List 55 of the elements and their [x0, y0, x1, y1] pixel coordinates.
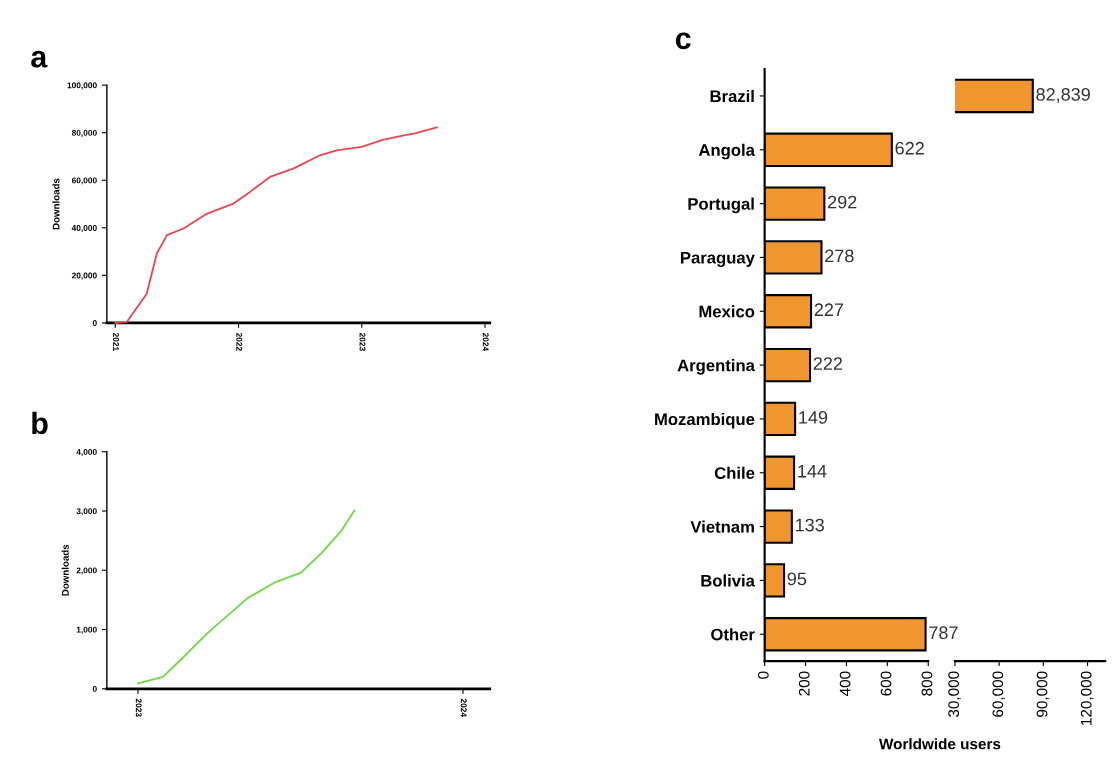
- y-tick-label: 2,000: [76, 567, 97, 575]
- x-axis-title: Worldwide users: [878, 738, 1001, 750]
- data-label: 149: [799, 410, 828, 424]
- y-tick-label: 4,000: [76, 448, 97, 457]
- x-tick-label: 400: [839, 671, 851, 697]
- y-tick-label: 0: [92, 320, 97, 327]
- y-tick-label: Angola: [698, 143, 756, 160]
- data-label: 787: [929, 626, 958, 640]
- y-tick-label: Brazil: [710, 89, 754, 103]
- chart-title: b: [32, 411, 48, 435]
- y-tick-label: 80,000: [71, 129, 97, 137]
- data-label: 144: [798, 465, 827, 478]
- y-axis-title: Downloads: [52, 178, 60, 230]
- y-tick-label: Mexico: [699, 305, 755, 318]
- data-label: 133: [795, 518, 824, 532]
- x-tick-label: 2023: [135, 698, 142, 717]
- y-tick-label: 100,000: [67, 82, 97, 90]
- y-tick-label: 3,000: [76, 508, 97, 516]
- x-tick-label: 2024: [460, 698, 467, 717]
- data-label: 292: [828, 195, 857, 209]
- x-tick-label: 2022: [236, 332, 243, 351]
- data-label: 222: [813, 357, 843, 370]
- y-tick-label: Argentina: [677, 359, 756, 375]
- y-tick-label: Bolivia: [701, 574, 756, 587]
- x-tick-label: 600: [880, 671, 892, 696]
- y-tick-label: Other: [711, 628, 755, 641]
- x-tick-label: 2024: [482, 332, 489, 352]
- y-tick-label: Paraguay: [680, 251, 755, 267]
- chart-title: c: [675, 32, 691, 50]
- x-tick-label: 60,000: [992, 671, 1006, 717]
- x-tick-label: 2021: [113, 332, 119, 351]
- chart-title: a: [31, 50, 48, 68]
- y-tick-label: 60,000: [71, 177, 97, 185]
- data-label: 82,839: [1036, 88, 1090, 103]
- data-label: 227: [814, 303, 844, 316]
- y-tick-label: Chile: [714, 466, 755, 479]
- x-tick-label: 0: [757, 671, 769, 679]
- y-tick-label: 1,000: [76, 626, 97, 634]
- x-tick-label: 800: [921, 671, 933, 696]
- x-tick-label: 2023: [359, 332, 366, 351]
- y-tick-label: Vietnam: [690, 520, 754, 533]
- y-tick-label: Portugal: [688, 197, 754, 214]
- data-label: 95: [787, 572, 807, 586]
- y-axis-title: Downloads: [61, 544, 69, 596]
- x-tick-label: 200: [798, 671, 810, 696]
- line-series: [114, 126, 438, 324]
- y-tick-label: 40,000: [71, 225, 97, 233]
- x-tick-label: 120,000: [1080, 671, 1094, 725]
- x-tick-label: 90,000: [1036, 671, 1050, 717]
- x-tick-label: 30,000: [948, 671, 961, 718]
- data-label: 622: [895, 141, 924, 155]
- line-series: [137, 509, 356, 685]
- y-tick-label: Mozambique: [655, 412, 755, 429]
- y-tick-label: 20,000: [71, 272, 97, 280]
- data-label: 278: [825, 249, 854, 263]
